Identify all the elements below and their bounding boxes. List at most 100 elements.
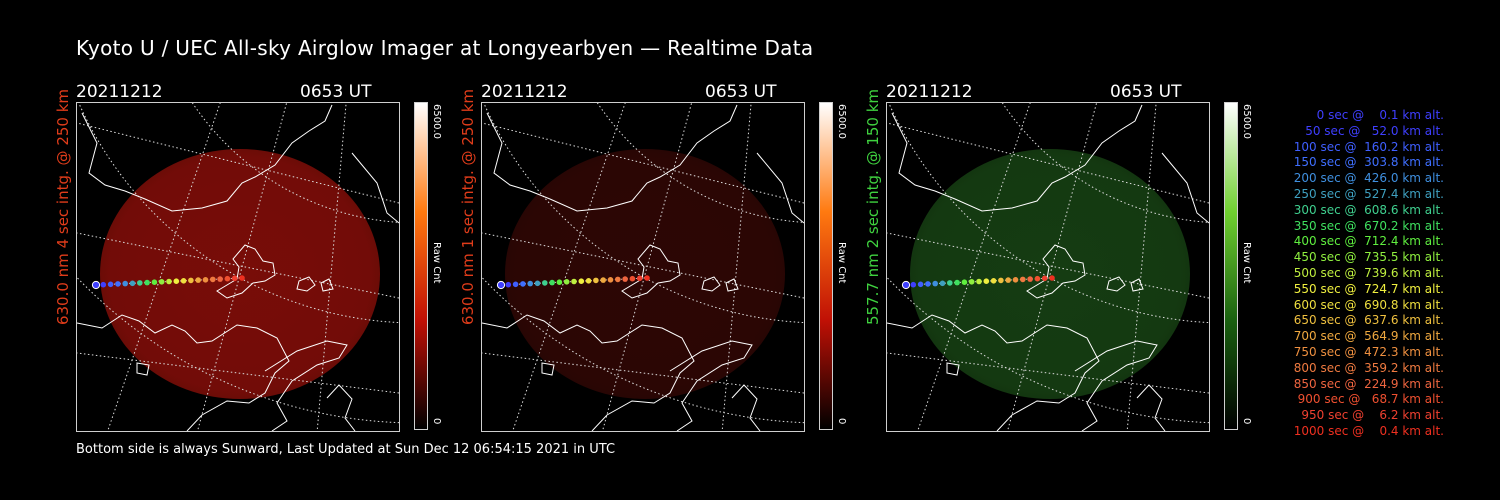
trajectory-legend: 0 sec @ 0.1 km alt. 50 sec @ 52.0 km alt… <box>1266 108 1444 440</box>
imager-panel-2: 20211212 0653 UT 630.0 nm 1 sec intg. @ … <box>459 82 901 432</box>
panel-time: 0653 UT <box>1110 82 1182 102</box>
trajectory-point <box>496 280 506 290</box>
trajectory-point <box>158 279 165 285</box>
trajectory-point <box>1041 275 1048 282</box>
imager-panel-3: 20211212 0653 UT 557.7 nm 2 sec intg. @ … <box>864 82 1306 432</box>
trajectory-point <box>100 281 107 288</box>
trajectory-point <box>180 278 187 284</box>
panel-date: 20211212 <box>76 82 163 102</box>
colorbar <box>819 102 833 430</box>
legend-row: 50 sec @ 52.0 km alt. <box>1297 123 1444 138</box>
trajectory-point <box>983 278 990 284</box>
colorbar <box>1224 102 1238 430</box>
trajectory-point <box>173 278 180 284</box>
trajectory-point <box>91 280 101 290</box>
imager-panel-1: 20211212 0653 UT 630.0 nm 4 sec intg. @ … <box>54 82 496 432</box>
panel-wavelength-label: 557.7 nm 2 sec intg. @ 150 km <box>864 88 882 326</box>
trajectory-point <box>1012 277 1019 283</box>
trajectory-point <box>1027 276 1033 282</box>
legend-row: 500 sec @ 739.6 km alt. <box>1289 265 1444 280</box>
trajectory-point <box>976 278 982 285</box>
footer-note: Bottom side is always Sunward, Last Upda… <box>76 442 616 457</box>
trajectory-point <box>615 276 621 283</box>
trajectory-point <box>122 280 128 287</box>
legend-row: 0 sec @ 0.1 km alt. <box>1305 108 1444 122</box>
colorbar-unit: Raw Cnt <box>1241 242 1252 284</box>
allsky-map <box>481 102 805 432</box>
legend-row: 950 sec @ 6.2 km alt. <box>1297 408 1444 423</box>
panel-time: 0653 UT <box>300 82 372 102</box>
trajectory-point <box>144 279 150 286</box>
trajectory-point <box>224 275 231 282</box>
trajectory-point <box>210 276 216 283</box>
colorbar-unit: Raw Cnt <box>836 242 847 284</box>
legend-row: 1000 sec @ 0.4 km alt. <box>1293 423 1444 438</box>
panel-date: 20211212 <box>481 82 568 102</box>
trajectory-point <box>901 280 911 290</box>
allsky-map <box>76 102 400 432</box>
trajectory-point <box>549 279 555 286</box>
trajectory-point <box>644 275 650 281</box>
legend-row: 300 sec @ 608.6 km alt. <box>1289 202 1444 217</box>
legend-row: 800 sec @ 359.2 km alt. <box>1289 360 1444 375</box>
legend-row: 750 sec @ 472.3 km alt. <box>1289 344 1444 359</box>
trajectory-point <box>607 277 614 283</box>
trajectory-point <box>947 280 953 286</box>
trajectory-point <box>217 276 223 282</box>
trajectory-point <box>571 278 577 285</box>
trajectory-point <box>166 278 172 285</box>
legend-row: 150 sec @ 303.8 km alt. <box>1289 155 1444 170</box>
trajectory-point <box>636 275 643 282</box>
trajectory-point <box>520 281 526 287</box>
trajectory-point <box>968 279 975 285</box>
legend-row: 400 sec @ 712.4 km alt. <box>1289 234 1444 249</box>
legend-row: 850 sec @ 224.9 km alt. <box>1289 376 1444 391</box>
trajectory-point <box>998 277 1004 284</box>
trajectory-point <box>195 277 201 283</box>
trajectory-point <box>954 279 960 286</box>
allsky-map <box>886 102 1210 432</box>
legend-row: 250 sec @ 527.4 km alt. <box>1289 186 1444 201</box>
trajectory-point <box>563 279 570 285</box>
trajectory-point <box>1034 275 1041 282</box>
colorbar-min: 0 <box>431 418 442 425</box>
trajectory-point <box>231 275 238 282</box>
page-title: Kyoto U / UEC All-sky Airglow Imager at … <box>76 36 814 60</box>
colorbar-max: 6500.0 <box>836 104 847 139</box>
legend-row: 350 sec @ 670.2 km alt. <box>1289 218 1444 233</box>
colorbar-max: 6500.0 <box>1241 104 1252 139</box>
trajectory-point <box>505 281 512 288</box>
trajectory-point <box>990 278 997 284</box>
trajectory-point <box>932 280 938 287</box>
trajectory-point <box>527 280 533 287</box>
legend-row: 200 sec @ 426.0 km alt. <box>1289 171 1444 186</box>
trajectory-point <box>622 276 628 282</box>
panel-wavelength-label: 630.0 nm 4 sec intg. @ 250 km <box>54 88 72 326</box>
colorbar-max: 6500.0 <box>431 104 442 139</box>
legend-row: 600 sec @ 690.8 km alt. <box>1289 297 1444 312</box>
trajectory-point <box>556 279 563 285</box>
trajectory-point <box>188 277 194 284</box>
trajectory-point <box>585 278 592 284</box>
trajectory-point <box>1020 276 1026 283</box>
colorbar <box>414 102 428 430</box>
trajectory-point <box>600 277 606 283</box>
colorbar-min: 0 <box>1241 418 1252 425</box>
trajectory-point <box>534 280 541 287</box>
trajectory-point <box>961 279 968 285</box>
trajectory-point <box>1049 275 1055 281</box>
trajectory-point <box>512 281 519 288</box>
trajectory-point <box>629 275 636 282</box>
colorbar-unit: Raw Cnt <box>431 242 442 284</box>
trajectory-point <box>910 281 917 288</box>
trajectory-point <box>107 281 114 288</box>
trajectory-point <box>115 281 121 287</box>
trajectory-point <box>239 275 245 281</box>
legend-row: 450 sec @ 735.5 km alt. <box>1289 250 1444 265</box>
legend-row: 650 sec @ 637.6 km alt. <box>1289 313 1444 328</box>
trajectory-point <box>137 280 143 286</box>
legend-row: 550 sec @ 724.7 km alt. <box>1289 281 1444 296</box>
trajectory-point <box>578 278 585 284</box>
trajectory-point <box>925 281 931 287</box>
trajectory-point <box>593 277 599 284</box>
